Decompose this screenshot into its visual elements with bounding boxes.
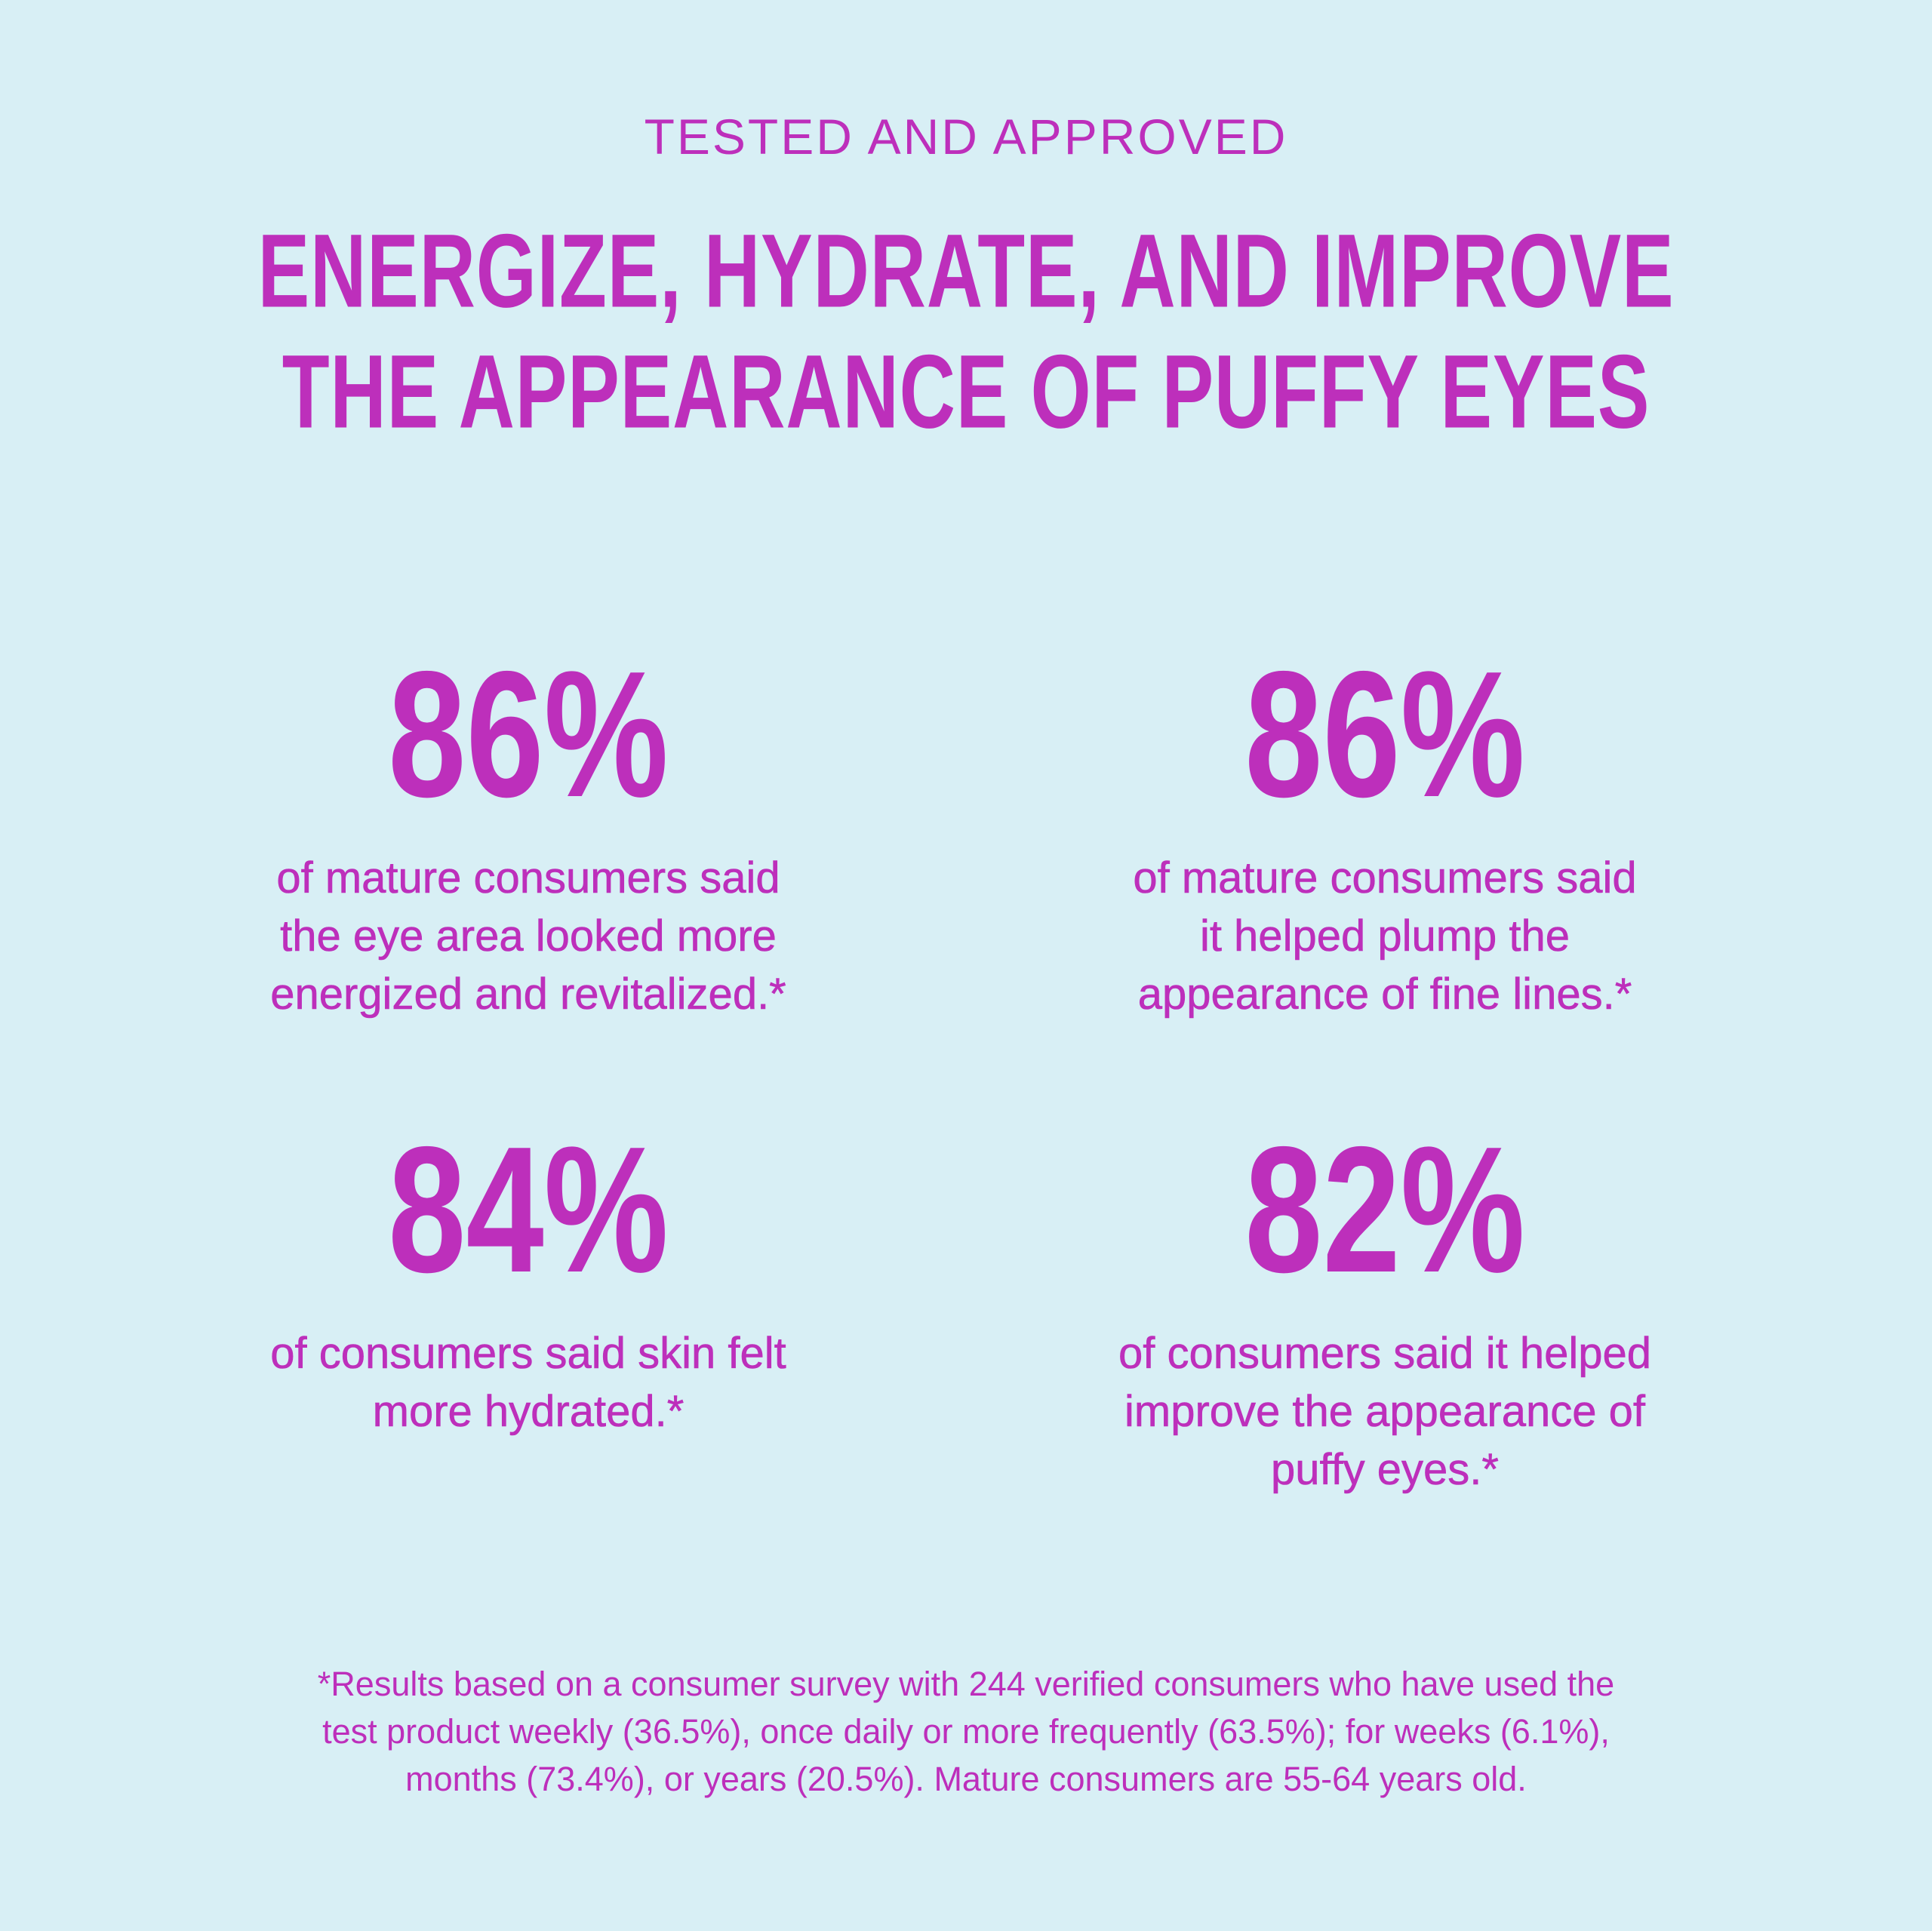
- stat-block-energized: 86% of mature consumers said the eye are…: [151, 645, 906, 1023]
- stat-value: 84%: [388, 1110, 669, 1310]
- stat-description: of consumers said skin felt more hydrate…: [151, 1324, 906, 1441]
- stat-description-line: improve the appearance of: [1124, 1387, 1646, 1437]
- stat-block-fine-lines: 86% of mature consumers said it helped p…: [1008, 645, 1762, 1023]
- stat-value: 86%: [1244, 635, 1525, 835]
- stat-block-hydrated: 84% of consumers said skin felt more hyd…: [151, 1121, 906, 1441]
- stat-value: 82%: [1244, 1110, 1525, 1310]
- stat-description: of mature consumers said it helped plump…: [1008, 849, 1762, 1023]
- stat-description: of mature consumers said the eye area lo…: [151, 849, 906, 1023]
- stat-description-line: of mature consumers said: [276, 853, 780, 903]
- stat-value: 86%: [388, 635, 669, 835]
- stat-description-line: of consumers said it helped: [1118, 1329, 1652, 1379]
- footnote-disclaimer: *Results based on a consumer survey with…: [0, 1660, 1932, 1803]
- headline-line-2: THE APPEARANCE OF PUFFY EYES: [281, 333, 1651, 450]
- footnote-line: test product weekly (36.5%), once daily …: [322, 1712, 1610, 1751]
- stat-description-line: puffy eyes.*: [1270, 1445, 1500, 1495]
- footnote-line: *Results based on a consumer survey with…: [317, 1665, 1615, 1703]
- stat-description-line: of consumers said skin felt: [270, 1329, 786, 1379]
- stat-block-puffy-eyes: 82% of consumers said it helped improve …: [1008, 1121, 1762, 1499]
- eyebrow-label: TESTED AND APPROVED: [644, 109, 1288, 165]
- footnote-line: months (73.4%), or years (20.5%). Mature…: [405, 1760, 1527, 1798]
- stat-description-line: the eye area looked more: [280, 912, 777, 961]
- stat-description-line: energized and revitalized.*: [270, 970, 786, 1019]
- headline-line-1: ENERGIZE, HYDRATE, AND IMPROVE: [257, 212, 1675, 329]
- stat-description-line: it helped plump the: [1199, 912, 1571, 961]
- stat-description-line: appearance of fine lines.*: [1137, 970, 1632, 1019]
- stat-description: of consumers said it helped improve the …: [1008, 1324, 1762, 1499]
- headline: ENERGIZE, HYDRATE, AND IMPROVE THE APPEA…: [0, 212, 1932, 460]
- stat-description-line: more hydrated.*: [372, 1387, 685, 1437]
- stat-description-line: of mature consumers said: [1133, 853, 1637, 903]
